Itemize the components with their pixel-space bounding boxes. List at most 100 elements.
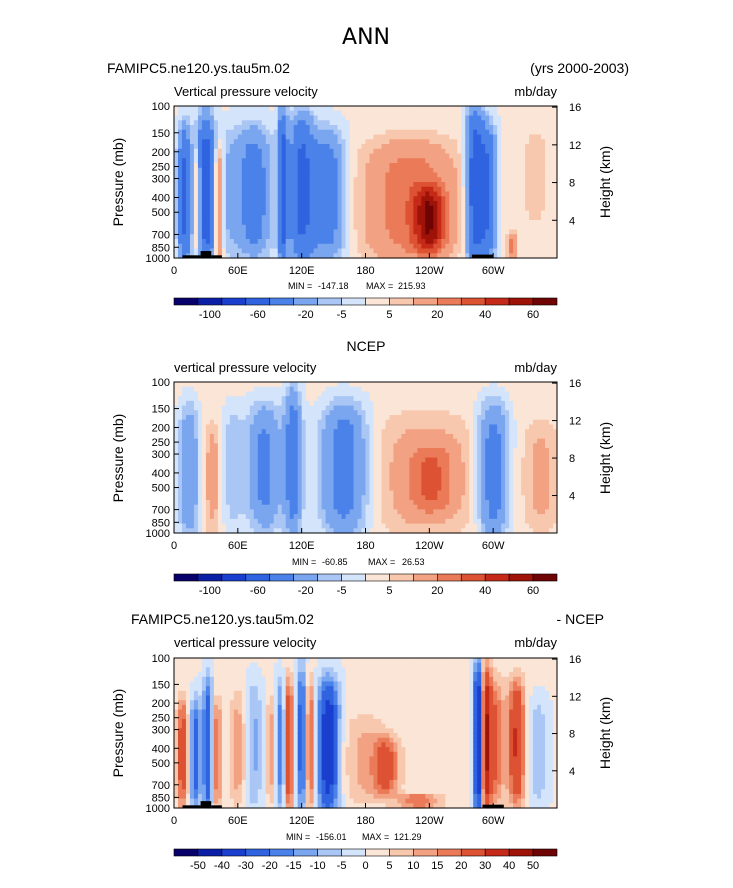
heatmap-cell (241, 485, 247, 492)
heatmap-cell (361, 457, 367, 463)
heatmap-cell (553, 129, 558, 136)
heatmap-cell (413, 201, 418, 207)
heatmap-cell (193, 201, 199, 207)
heatmap-cell (329, 429, 335, 435)
heatmap-cell (329, 481, 335, 487)
heatmap-cells (174, 106, 558, 259)
heatmap-cell (381, 518, 387, 525)
heatmap-cell (181, 148, 187, 155)
heatmap-cell (285, 490, 291, 496)
heatmap-cell (425, 215, 430, 221)
heatmap-cell (229, 229, 235, 235)
heatmap-cell (189, 120, 195, 126)
heatmap-cell (289, 229, 295, 235)
heatmap-cell (181, 481, 187, 487)
heatmap-cell (369, 148, 375, 155)
heatmap-cell (233, 177, 239, 183)
heatmap-cell (425, 167, 430, 174)
heatmap-cell (345, 405, 351, 411)
heatmap-cell (349, 177, 355, 183)
heatmap-cell (241, 438, 247, 444)
heatmap-cell (257, 499, 263, 506)
heatmap-cell (409, 167, 414, 174)
heatmap-cell (174, 139, 179, 145)
heatmap-cell (389, 191, 395, 197)
heatmap-cell (349, 382, 355, 388)
heatmap-cell (185, 153, 191, 159)
heatmap-cell (205, 182, 211, 188)
heatmap-cell (373, 243, 379, 250)
heatmap-cell (313, 163, 319, 169)
heatmap-cell (229, 234, 235, 240)
heatmap-cell (253, 106, 259, 112)
heatmap-cell (345, 134, 351, 140)
heatmap-cell (225, 110, 231, 117)
heatmap-cell (285, 234, 291, 240)
heatmap-cell (325, 110, 331, 117)
heatmap-cell (269, 144, 275, 150)
heatmap-cell (437, 224, 442, 231)
heatmap-cell (261, 177, 267, 183)
heatmap-cell (225, 419, 231, 426)
heatmap-cell (229, 504, 235, 511)
heatmap-cell (337, 433, 343, 440)
heatmap-cell (189, 466, 195, 473)
heatmap-cell (233, 419, 239, 426)
heatmap-cell (481, 229, 486, 235)
heatmap-cell (205, 210, 211, 216)
heatmap-cell (321, 120, 327, 126)
heatmap-cell (209, 495, 215, 501)
heatmap-cell (525, 248, 530, 254)
heatmap-cell (289, 466, 295, 473)
heatmap-cell (373, 239, 379, 245)
heatmap-cell (197, 391, 203, 397)
heatmap-cell (305, 452, 311, 459)
heatmap-cell (469, 253, 474, 259)
heatmap-cell (465, 177, 470, 183)
colorbar-label: -5 (337, 309, 347, 321)
heatmap-cell (209, 239, 215, 245)
heatmap-cell (189, 518, 195, 525)
heatmap-cell (209, 177, 215, 183)
heatmap-cell (429, 153, 434, 159)
heatmap-cell (341, 220, 347, 226)
heatmap-cell (401, 215, 406, 221)
heatmap-cell (185, 443, 191, 449)
heatmap-cell (489, 248, 494, 254)
heatmap-cell (533, 110, 538, 117)
heatmap-cell (325, 448, 331, 454)
heatmap-cell (549, 186, 554, 193)
heatmap-cell (417, 220, 422, 226)
heatmap-cell (177, 134, 183, 140)
heatmap-cell (237, 433, 243, 440)
heatmap-cell (465, 125, 470, 131)
heatmap-cell (217, 410, 223, 416)
heatmap-cell (381, 191, 387, 197)
heatmap-cell (469, 215, 474, 221)
heatmap-cell (337, 186, 343, 193)
heatmap-cell (205, 485, 211, 492)
heatmap-cell (257, 243, 263, 250)
heatmap-cell (469, 163, 474, 169)
heatmap-cell (209, 471, 215, 477)
heatmap-cell (377, 386, 383, 393)
heatmap-cell (497, 158, 502, 164)
heatmap-cell (197, 144, 203, 150)
heatmap-cell (273, 419, 279, 426)
heatmap-cell (277, 471, 283, 477)
heatmap-cell (413, 205, 418, 212)
heatmap-cell (305, 110, 311, 117)
heatmap-cell (285, 243, 291, 250)
heatmap-cell (325, 196, 331, 202)
heatmap-cell (193, 125, 199, 131)
heatmap-cell (533, 220, 538, 226)
heatmap-cell (397, 201, 403, 207)
heatmap-cell (337, 129, 343, 136)
heatmap-cell (457, 125, 462, 131)
heatmap-cell (281, 224, 287, 231)
heatmap-cell (221, 148, 227, 155)
heatmap-cell (174, 253, 179, 259)
heatmap-cell (477, 205, 482, 212)
heatmap-cell (361, 528, 367, 534)
heatmap-cell (245, 134, 251, 140)
